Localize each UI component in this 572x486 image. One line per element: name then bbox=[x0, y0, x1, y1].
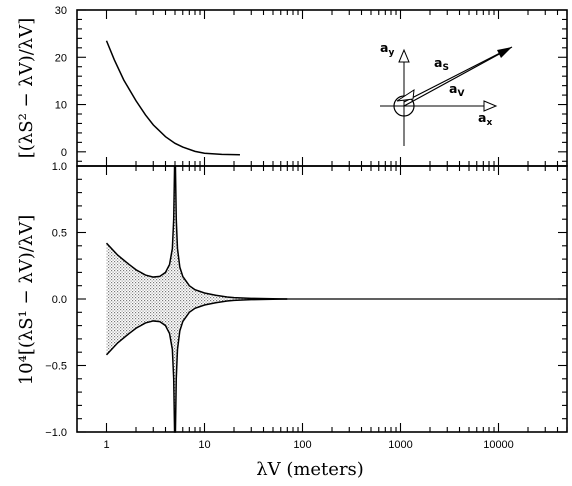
y-tick-label: 0 bbox=[61, 147, 67, 159]
vector-s-label: aS bbox=[434, 55, 449, 73]
vector-inset: ax ay aS aV bbox=[380, 40, 513, 146]
y-tick-label: −0.5 bbox=[45, 361, 67, 373]
x-axis-title: λV (meters) bbox=[256, 459, 364, 480]
x-tick-label: 1 bbox=[103, 439, 109, 451]
lower-envelope-line bbox=[105, 298, 288, 433]
top-panel-frame bbox=[76, 9, 568, 167]
y-tick-label: 30 bbox=[55, 5, 67, 17]
vector-v-letter: a bbox=[449, 81, 457, 96]
x-tick-labels: 1 10 100 1000 10000 bbox=[103, 439, 513, 451]
vector-v-line bbox=[403, 46, 513, 107]
top-panel-ticks bbox=[77, 9, 568, 166]
vector-s-sub: S bbox=[442, 63, 448, 73]
inset-x-axis-label: ax bbox=[478, 110, 492, 128]
top-series-line bbox=[105, 40, 240, 156]
vector-v-label: aV bbox=[449, 81, 464, 99]
inset-x-axis-letter: a bbox=[478, 110, 486, 125]
y-tick-label: 1.0 bbox=[52, 161, 67, 173]
y-tick-label: 0.5 bbox=[52, 228, 67, 240]
inset-y-axis-letter: a bbox=[380, 40, 388, 55]
y-tick-label: −1.0 bbox=[45, 427, 67, 439]
x-tick-label: 1000 bbox=[388, 439, 412, 451]
y-tick-label: 0.0 bbox=[52, 294, 67, 306]
x-tick-label: 10000 bbox=[483, 439, 514, 451]
inset-x-axis-arrowhead bbox=[483, 100, 498, 112]
x-tick-label: 10 bbox=[198, 439, 210, 451]
y-tick-label: 10 bbox=[55, 100, 67, 112]
inset-y-axis-label: ay bbox=[380, 40, 394, 58]
x-tick-label: 100 bbox=[293, 439, 311, 451]
vector-s-arrowhead bbox=[396, 89, 415, 102]
bottom-y-axis-title: 10⁴[(λS¹ − λV)/λV] bbox=[16, 215, 37, 386]
top-y-axis-title: [(λS² − λV)/λV] bbox=[16, 18, 37, 158]
vector-v-arrowhead bbox=[497, 47, 512, 58]
vector-s-line bbox=[403, 51, 503, 103]
oscillation-band bbox=[106, 166, 288, 432]
top-series-layer bbox=[105, 40, 240, 156]
bottom-series-layer bbox=[105, 165, 567, 433]
bottom-y-tick-labels: −1.0 −0.5 0.0 0.5 1.0 bbox=[45, 161, 67, 439]
inset-y-axis-arrowhead bbox=[398, 48, 410, 63]
vector-s-letter: a bbox=[434, 55, 442, 70]
inset-y-axis-sub: y bbox=[388, 48, 394, 58]
inset-x-axis-sub: x bbox=[486, 118, 492, 128]
upper-envelope-line bbox=[105, 165, 288, 300]
top-y-tick-labels: 0 10 20 30 bbox=[55, 5, 67, 159]
y-tick-label: 20 bbox=[55, 52, 67, 64]
vector-v-sub: V bbox=[457, 89, 464, 99]
